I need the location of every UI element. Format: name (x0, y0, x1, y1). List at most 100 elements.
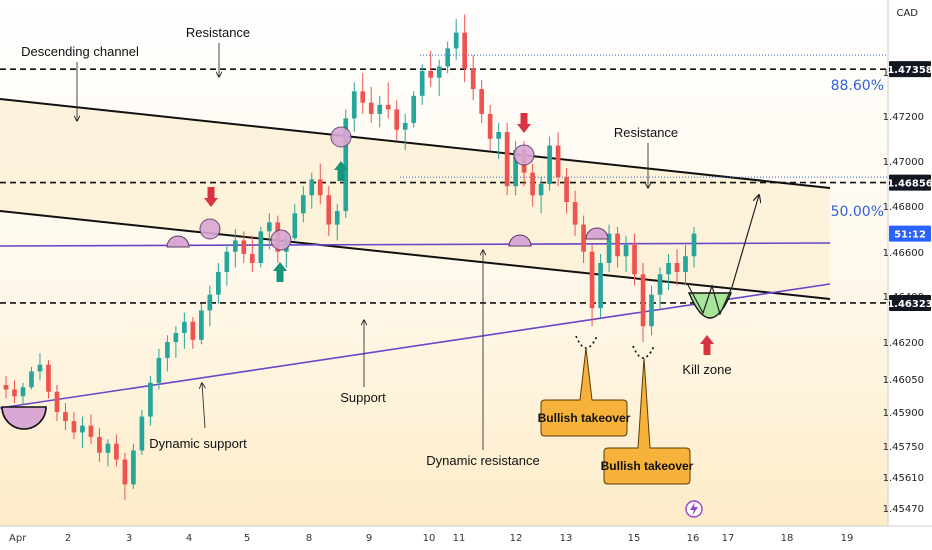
candle-body (666, 263, 671, 275)
candle-body (71, 421, 77, 433)
callout-label: Bullish takeover (538, 411, 631, 425)
time-tick-label: Apr (9, 533, 27, 544)
candle-body (173, 333, 179, 343)
channel-lower-line (0, 210, 831, 300)
candle (80, 416, 85, 449)
candle (666, 253, 671, 291)
price-tick-label: 1.45750 (883, 442, 924, 453)
candle-body (385, 104, 391, 110)
candle (292, 204, 298, 241)
candles-group (3, 14, 697, 501)
time-tick-label: 3 (126, 533, 132, 544)
candle-body (453, 32, 459, 49)
candle (487, 104, 493, 151)
green-up-arrow (334, 161, 348, 181)
candle-body (555, 145, 561, 178)
price-badge-label: 51:12 (894, 230, 926, 241)
candle (207, 285, 213, 327)
candle (309, 172, 315, 209)
candle-body (182, 321, 187, 334)
candle-body (572, 202, 578, 225)
candle-body (12, 389, 17, 397)
candle (385, 82, 391, 119)
candle-body (360, 91, 366, 103)
candle-body (80, 425, 85, 433)
candle (530, 163, 535, 207)
fib-label-886: 88.60% (831, 78, 884, 94)
candle (470, 55, 476, 101)
candle (462, 14, 468, 83)
candle-body (131, 450, 136, 485)
candle (173, 326, 179, 358)
candle-body (334, 211, 340, 225)
candle (29, 366, 34, 390)
candle-body (114, 443, 119, 460)
time-axis[interactable]: Apr 2 3 4 5 8 9 10 11 12 13 15 16 17 18 19 (9, 533, 853, 544)
time-tick-label: 13 (560, 533, 573, 544)
candle (691, 226, 697, 268)
candle-body (487, 113, 493, 139)
touch-marker (270, 229, 292, 251)
candle (572, 190, 578, 236)
candle (114, 434, 119, 467)
time-tick-label: 4 (186, 533, 192, 544)
candle (419, 64, 425, 105)
candle (165, 335, 170, 372)
candle (343, 109, 349, 218)
half-circle-marker (585, 227, 609, 240)
candle-body (317, 179, 323, 196)
time-tick-label: 16 (687, 533, 700, 544)
candle (436, 59, 442, 96)
descending-channel-label: Descending channel (21, 44, 139, 59)
dynamic-support-label: Dynamic support (149, 436, 247, 451)
candle-body (300, 195, 306, 214)
candle-body (156, 357, 162, 383)
candle-body (122, 459, 128, 485)
red-down-arrow (517, 113, 531, 133)
candle-body (411, 95, 417, 123)
time-tick-label: 15 (628, 533, 641, 544)
candle-body (504, 131, 510, 187)
candle (105, 439, 111, 467)
candle-body (623, 244, 629, 257)
candle (300, 186, 306, 223)
candle-body (46, 364, 51, 392)
candle-body (657, 274, 663, 295)
candle-body (105, 443, 111, 453)
fib-label-50: 50.00% (831, 204, 884, 220)
candle (598, 253, 603, 318)
candle (657, 267, 663, 309)
candle (199, 303, 204, 345)
candle-body (581, 224, 586, 252)
candle-body (598, 263, 603, 309)
candle-body (20, 387, 26, 397)
red-up-arrow (700, 335, 714, 355)
time-tick-label: 12 (510, 533, 523, 544)
candle-body (88, 425, 94, 437)
candle-body (589, 251, 595, 309)
candle-body (224, 251, 230, 273)
candle (615, 226, 620, 268)
low-marker (632, 345, 655, 359)
price-axis[interactable]: 1.474001.472001.470001.468001.466001.464… (883, 61, 932, 515)
candle (674, 249, 680, 286)
candle-body (419, 70, 425, 96)
kill-zone-label: Kill zone (682, 362, 731, 377)
candle (224, 244, 230, 286)
candle (428, 50, 434, 87)
candle-body (513, 150, 518, 187)
candle (623, 235, 629, 273)
candle (71, 412, 77, 440)
price-badge-label: 1.46856 (887, 179, 932, 190)
candle (538, 177, 544, 214)
candle-body (148, 382, 153, 417)
candle-body (3, 384, 9, 390)
candle-body (97, 436, 102, 453)
candle-body (63, 412, 68, 422)
candle (411, 91, 417, 128)
candle (249, 235, 255, 273)
candle-body (606, 233, 612, 263)
candle (97, 427, 102, 462)
candle-body (190, 321, 196, 340)
